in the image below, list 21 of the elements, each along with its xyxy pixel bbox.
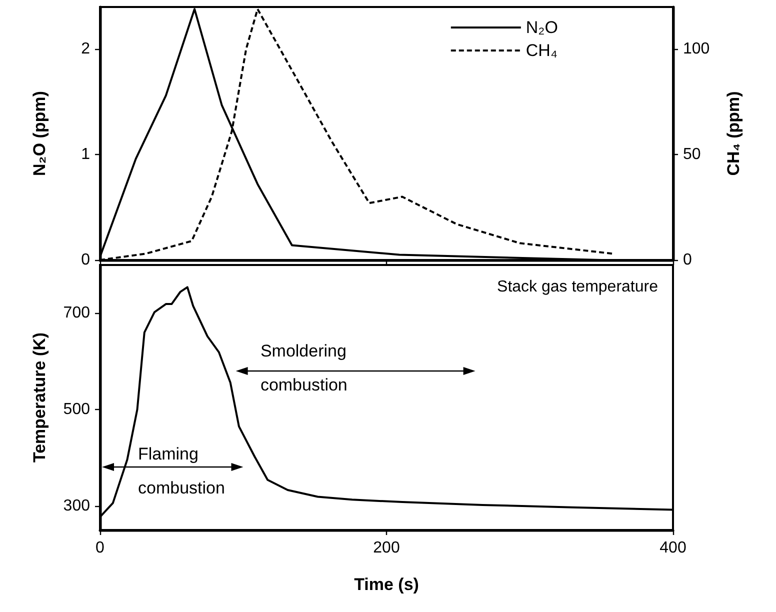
legend-label: CH₄ (526, 41, 558, 60)
y-tick-label: 2 (81, 40, 90, 58)
y2-axis-title: CH₄ (ppm) (724, 91, 743, 176)
y-tick-label: 1 (81, 146, 90, 164)
x-axis-title: Time (s) (354, 575, 419, 594)
y2-tick-label: 100 (683, 40, 710, 58)
y-tick-label: 300 (63, 497, 90, 514)
text: Stack gas temperature (497, 278, 658, 296)
legend-label: N₂O (526, 18, 558, 37)
annotation: Flaming combustion (138, 444, 225, 498)
y-tick-label: 500 (63, 401, 90, 418)
x-tick-label: 0 (96, 540, 105, 556)
x-tick-label: 200 (373, 540, 400, 556)
annotation: Smoldering combustion (260, 342, 348, 394)
y-tick-label: 700 (63, 304, 90, 322)
y-axis-title: N₂O (ppm) (30, 91, 49, 176)
y-axis-title: Temperature (K) (30, 332, 49, 463)
y2-tick-label: 0 (683, 252, 692, 268)
y2-tick-label: 50 (683, 146, 701, 164)
x-tick-label: 400 (660, 540, 686, 556)
y-tick-label: 0 (81, 252, 90, 268)
